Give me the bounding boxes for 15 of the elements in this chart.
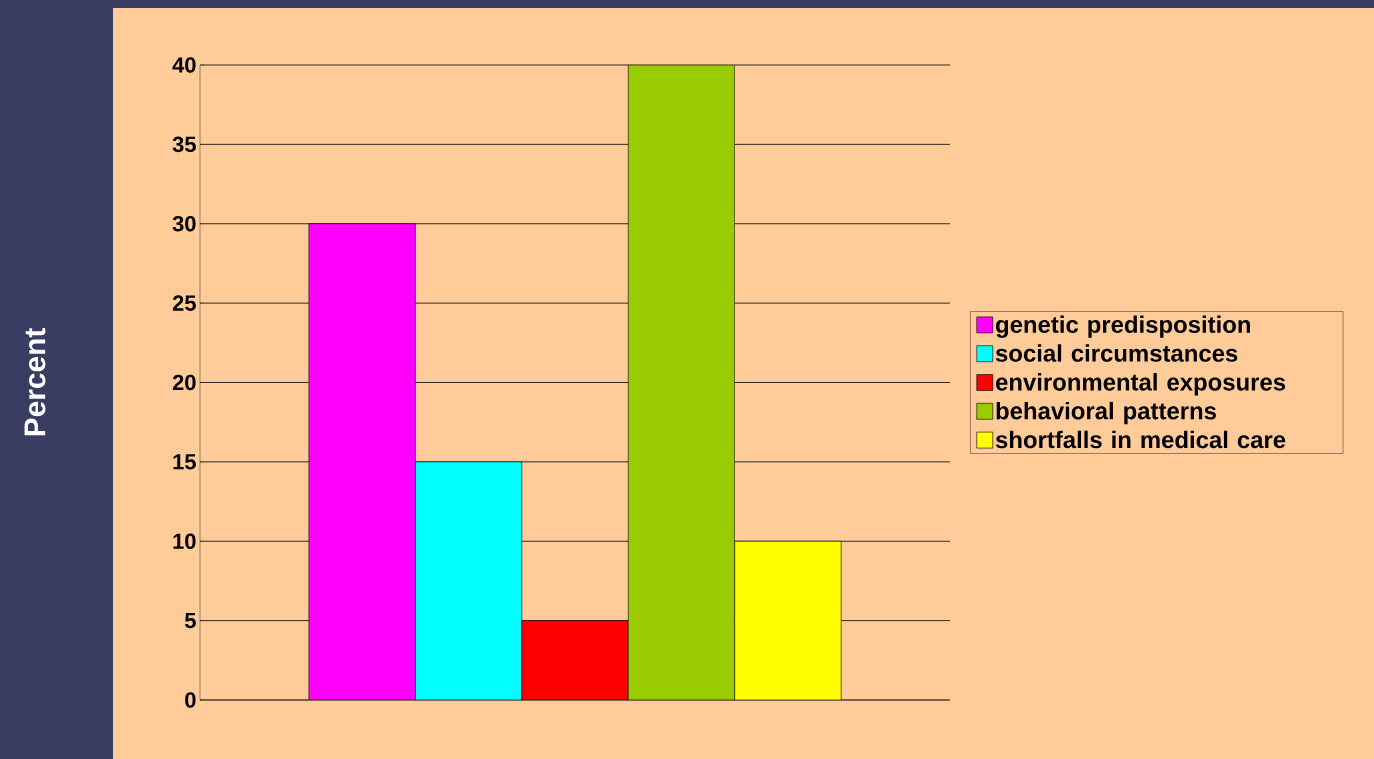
legend-label: genetic predisposition [996,315,1250,338]
y-tick-label: 20 [172,374,196,391]
y-tick-label: 25 [172,295,196,311]
y-tick-label: 5 [184,612,196,629]
legend-label: social circumstances [995,344,1238,362]
y-axis-title: Percent [24,328,46,436]
y-tick-label: 35 [172,136,196,153]
y-tick-label: 40 [172,57,196,73]
y-tick-label: 30 [172,215,196,232]
legend-label: environmental exposures [995,373,1286,396]
y-tick-label: 10 [173,533,196,550]
y-tick-label: 15 [173,454,196,470]
legend-label: behavioral patterns [996,401,1216,425]
legend-label: shortfalls in medical care [995,430,1286,449]
y-tick-label: 0 [185,692,196,708]
